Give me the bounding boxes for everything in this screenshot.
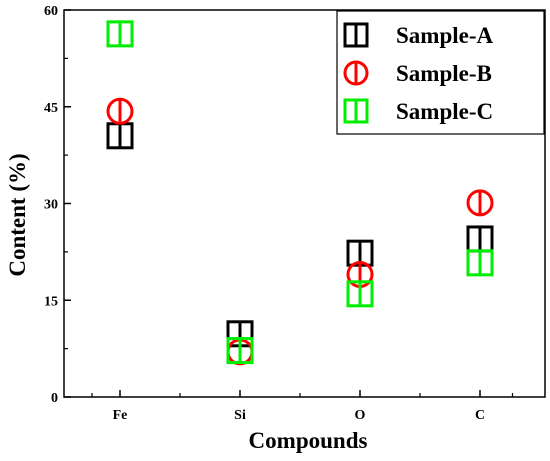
x-axis-title: Compounds <box>249 428 368 453</box>
data-markers <box>106 20 494 366</box>
data-point <box>466 189 494 217</box>
y-tick-label: 15 <box>44 294 58 309</box>
y-axis-ticks: 0 15 30 45 60 <box>44 4 71 406</box>
legend: Sample-A Sample-B Sample-C <box>336 10 545 135</box>
data-point <box>106 97 134 125</box>
legend-box <box>336 10 545 135</box>
x-tick-label: Si <box>234 408 246 423</box>
legend-marker <box>343 98 369 124</box>
legend-marker <box>343 22 369 48</box>
legend-label: Sample-B <box>396 61 492 86</box>
data-point <box>346 280 374 308</box>
y-tick-label: 60 <box>44 4 58 19</box>
x-tick-label: C <box>475 408 485 423</box>
x-axis-ticks: Fe Si O C <box>91 390 514 423</box>
x-tick-label: Fe <box>113 408 128 423</box>
data-point <box>226 337 254 365</box>
y-tick-label: 30 <box>44 198 58 213</box>
legend-marker <box>343 60 369 86</box>
legend-label: Sample-C <box>396 99 493 124</box>
data-point <box>466 249 494 277</box>
data-point <box>106 122 134 150</box>
y-tick-label: 45 <box>44 101 58 116</box>
x-tick-label: O <box>355 408 366 423</box>
y-axis-title: Content (%) <box>5 153 30 276</box>
y-tick-label: 0 <box>51 391 58 406</box>
data-point <box>106 20 134 48</box>
legend-label: Sample-A <box>396 23 494 48</box>
data-point <box>466 225 494 253</box>
